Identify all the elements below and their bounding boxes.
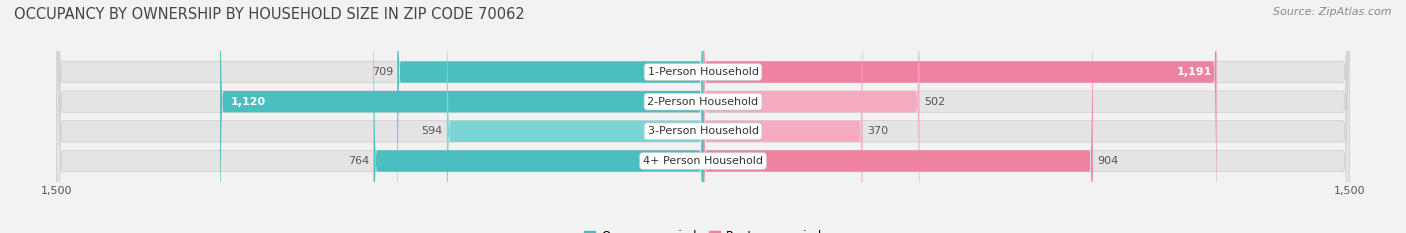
FancyBboxPatch shape [221,0,703,233]
Text: 1,120: 1,120 [231,97,266,107]
Text: 764: 764 [349,156,370,166]
Text: 904: 904 [1097,156,1118,166]
FancyBboxPatch shape [398,0,703,233]
FancyBboxPatch shape [56,0,1350,233]
FancyBboxPatch shape [374,0,703,233]
FancyBboxPatch shape [56,0,1350,233]
FancyBboxPatch shape [703,0,1216,233]
FancyBboxPatch shape [703,0,1092,233]
Text: 1,191: 1,191 [1177,67,1212,77]
FancyBboxPatch shape [56,0,1350,233]
Text: 4+ Person Household: 4+ Person Household [643,156,763,166]
Text: 594: 594 [422,126,443,136]
Text: 502: 502 [924,97,945,107]
Text: 2-Person Household: 2-Person Household [647,97,759,107]
Text: Source: ZipAtlas.com: Source: ZipAtlas.com [1274,7,1392,17]
Text: 3-Person Household: 3-Person Household [648,126,758,136]
FancyBboxPatch shape [447,0,703,233]
FancyBboxPatch shape [703,0,862,233]
Legend: Owner-occupied, Renter-occupied: Owner-occupied, Renter-occupied [579,225,827,233]
Text: 709: 709 [371,67,394,77]
FancyBboxPatch shape [56,0,1350,233]
Text: OCCUPANCY BY OWNERSHIP BY HOUSEHOLD SIZE IN ZIP CODE 70062: OCCUPANCY BY OWNERSHIP BY HOUSEHOLD SIZE… [14,7,524,22]
FancyBboxPatch shape [703,0,920,233]
Text: 370: 370 [868,126,889,136]
Text: 1-Person Household: 1-Person Household [648,67,758,77]
